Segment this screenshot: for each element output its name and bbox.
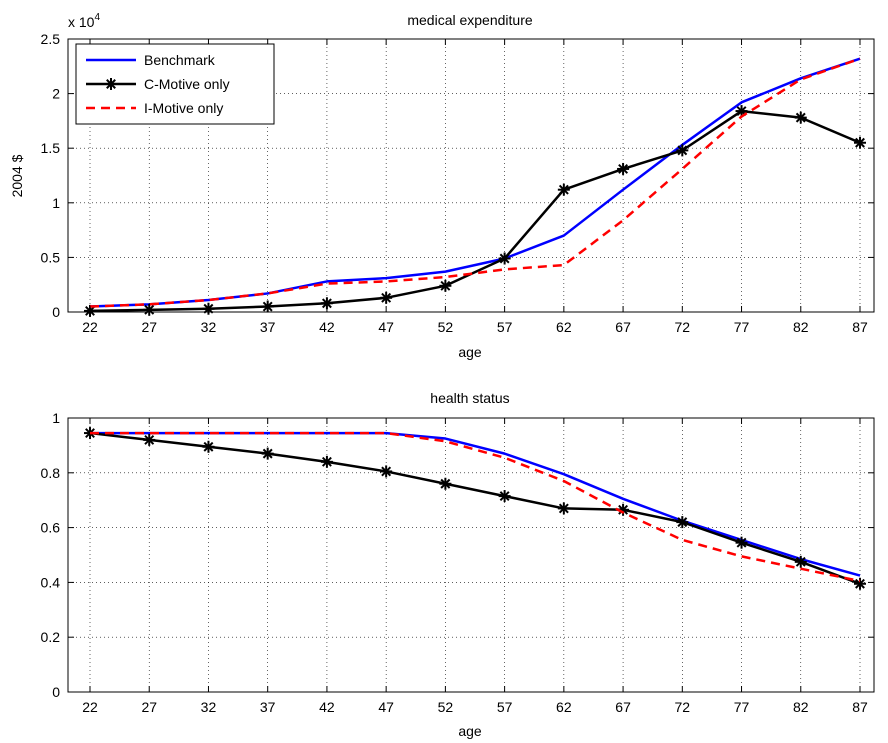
data-point-marker <box>380 465 393 478</box>
legend-label: C-Motive only <box>144 76 230 92</box>
health-status-chart: health status 22 27 32 37 42 47 52 57 62 67 72 77 82… <box>41 390 875 739</box>
data-point-marker <box>498 490 511 503</box>
series-layer <box>84 57 866 317</box>
y-tick-label: 0 <box>52 304 60 320</box>
x-tick-label: 67 <box>615 319 631 335</box>
y-tick-label: 0 <box>52 684 60 700</box>
y-tick-label: 0.6 <box>41 520 61 536</box>
data-point-marker <box>320 455 333 468</box>
tick-labels: 22 27 32 37 42 47 52 57 62 67 72 77 82 87 0 0.2 0.4 0.6 0.… <box>41 410 868 715</box>
y-tick-label: 1 <box>52 410 60 426</box>
data-point-marker <box>105 78 117 90</box>
legend: Benchmark C-Motive only I-Motive only <box>75 43 275 125</box>
y-tick-label: 0.4 <box>41 574 61 590</box>
x-tick-label: 87 <box>852 699 868 715</box>
x-tick-label: 72 <box>675 699 691 715</box>
x-tick-label: 52 <box>438 319 454 335</box>
medical-expenditure-chart: medical expenditure x 104 22 27 32 37 42 47 52… <box>9 12 875 360</box>
x-tick-label: 37 <box>260 319 276 335</box>
x-tick-label: 72 <box>675 319 691 335</box>
x-tick-label: 47 <box>378 319 394 335</box>
data-point-marker <box>320 297 333 310</box>
tick-labels: 22 27 32 37 42 47 52 57 62 67 72 77 82 87 0 0.5 1 1.5 2 2.5 <box>41 31 868 335</box>
y-exponent-power: 4 <box>94 12 100 23</box>
axes-box <box>67 417 875 693</box>
y-tick-label: 1.5 <box>41 140 61 156</box>
legend-label: Benchmark <box>144 52 216 68</box>
axes-box <box>67 38 875 313</box>
x-tick-label: 32 <box>201 699 217 715</box>
data-point-marker <box>557 502 570 515</box>
series-line-i-motive-only <box>90 431 861 583</box>
chart-title: health status <box>430 390 509 406</box>
data-point-marker <box>854 136 866 149</box>
data-point-marker <box>676 144 689 157</box>
data-point-marker <box>498 252 511 265</box>
series-line-benchmark <box>90 431 861 577</box>
x-axis-label: age <box>458 723 482 739</box>
x-axis-label: age <box>458 344 482 360</box>
x-tick-label: 22 <box>82 319 98 335</box>
data-point-marker <box>439 279 452 292</box>
x-tick-label: 82 <box>793 699 809 715</box>
x-tick-label: 32 <box>201 319 217 335</box>
y-tick-label: 0.5 <box>41 249 61 265</box>
x-tick-label: 47 <box>378 699 394 715</box>
data-point-marker <box>557 183 570 196</box>
data-point-marker <box>143 433 156 446</box>
x-tick-label: 42 <box>319 319 335 335</box>
series-line-c-motive-only <box>89 431 861 585</box>
x-tick-label: 27 <box>141 699 157 715</box>
grid <box>68 39 874 312</box>
x-tick-label: 52 <box>438 699 454 715</box>
x-tick-label: 22 <box>82 699 98 715</box>
series-layer <box>84 427 866 590</box>
x-tick-label: 67 <box>615 699 631 715</box>
legend-label: I-Motive only <box>144 100 223 116</box>
series-line-c-motive-only <box>89 109 861 313</box>
ticks <box>68 417 874 693</box>
y-exponent-label: x 104 <box>68 12 100 30</box>
x-tick-label: 57 <box>497 699 513 715</box>
ticks <box>68 38 874 313</box>
data-point-marker <box>854 577 866 590</box>
grid <box>68 418 874 692</box>
data-point-marker <box>735 536 748 549</box>
x-tick-label: 42 <box>319 699 335 715</box>
y-tick-label: 2.5 <box>41 31 61 47</box>
data-point-marker <box>794 111 807 124</box>
data-point-marker <box>202 440 215 453</box>
data-point-marker <box>794 555 807 568</box>
series-line-i-motive-only <box>89 57 861 308</box>
data-point-marker <box>380 291 393 304</box>
data-point-marker <box>439 477 452 490</box>
y-tick-label: 0.8 <box>41 465 61 481</box>
x-tick-label: 82 <box>793 319 809 335</box>
data-point-marker <box>261 447 274 460</box>
y-tick-label: 0.2 <box>41 629 61 645</box>
data-point-marker <box>617 162 630 175</box>
x-tick-label: 77 <box>734 319 750 335</box>
x-tick-label: 62 <box>556 319 572 335</box>
x-tick-label: 37 <box>260 699 276 715</box>
chart-title: medical expenditure <box>407 12 533 28</box>
y-exponent-base: x 10 <box>68 14 95 30</box>
y-axis-label: 2004 $ <box>9 154 25 197</box>
x-tick-label: 77 <box>734 699 750 715</box>
x-tick-label: 27 <box>141 319 157 335</box>
x-tick-label: 87 <box>852 319 868 335</box>
x-tick-label: 62 <box>556 699 572 715</box>
y-tick-label: 1 <box>52 195 60 211</box>
data-point-marker <box>676 516 689 529</box>
x-tick-label: 57 <box>497 319 513 335</box>
y-tick-label: 2 <box>52 86 60 102</box>
